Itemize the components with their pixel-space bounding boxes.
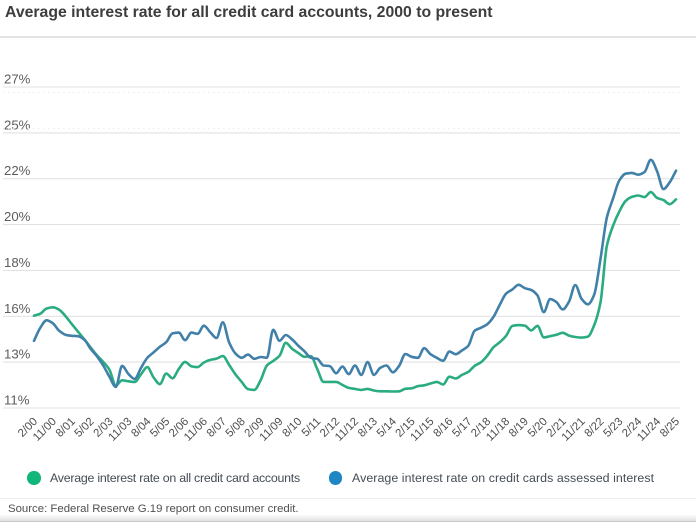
svg-text:5/17: 5/17 (450, 416, 474, 440)
svg-text:27%: 27% (4, 72, 31, 87)
svg-text:8/10: 8/10 (280, 416, 304, 440)
svg-text:8/01: 8/01 (54, 416, 78, 440)
svg-text:8/25: 8/25 (658, 416, 682, 440)
svg-text:8/13: 8/13 (356, 416, 380, 440)
svg-text:5/11: 5/11 (300, 416, 324, 440)
svg-text:11%: 11% (4, 393, 30, 408)
svg-text:8/04: 8/04 (129, 416, 153, 440)
svg-text:5/05: 5/05 (148, 416, 172, 440)
svg-text:22%: 22% (4, 163, 31, 178)
svg-text:16%: 16% (4, 301, 31, 316)
svg-text:8/19: 8/19 (507, 416, 531, 440)
svg-text:25%: 25% (4, 117, 31, 132)
svg-text:5/14: 5/14 (375, 416, 399, 440)
svg-text:18%: 18% (4, 255, 31, 270)
svg-text:5/23: 5/23 (601, 416, 625, 440)
svg-text:20%: 20% (4, 209, 31, 224)
svg-text:5/08: 5/08 (224, 416, 248, 440)
svg-text:13%: 13% (4, 347, 31, 362)
svg-text:8/16: 8/16 (431, 416, 455, 440)
svg-text:8/22: 8/22 (582, 416, 606, 440)
svg-text:5/20: 5/20 (526, 416, 550, 440)
svg-text:8/07: 8/07 (205, 416, 229, 440)
svg-text:5/02: 5/02 (73, 416, 97, 440)
